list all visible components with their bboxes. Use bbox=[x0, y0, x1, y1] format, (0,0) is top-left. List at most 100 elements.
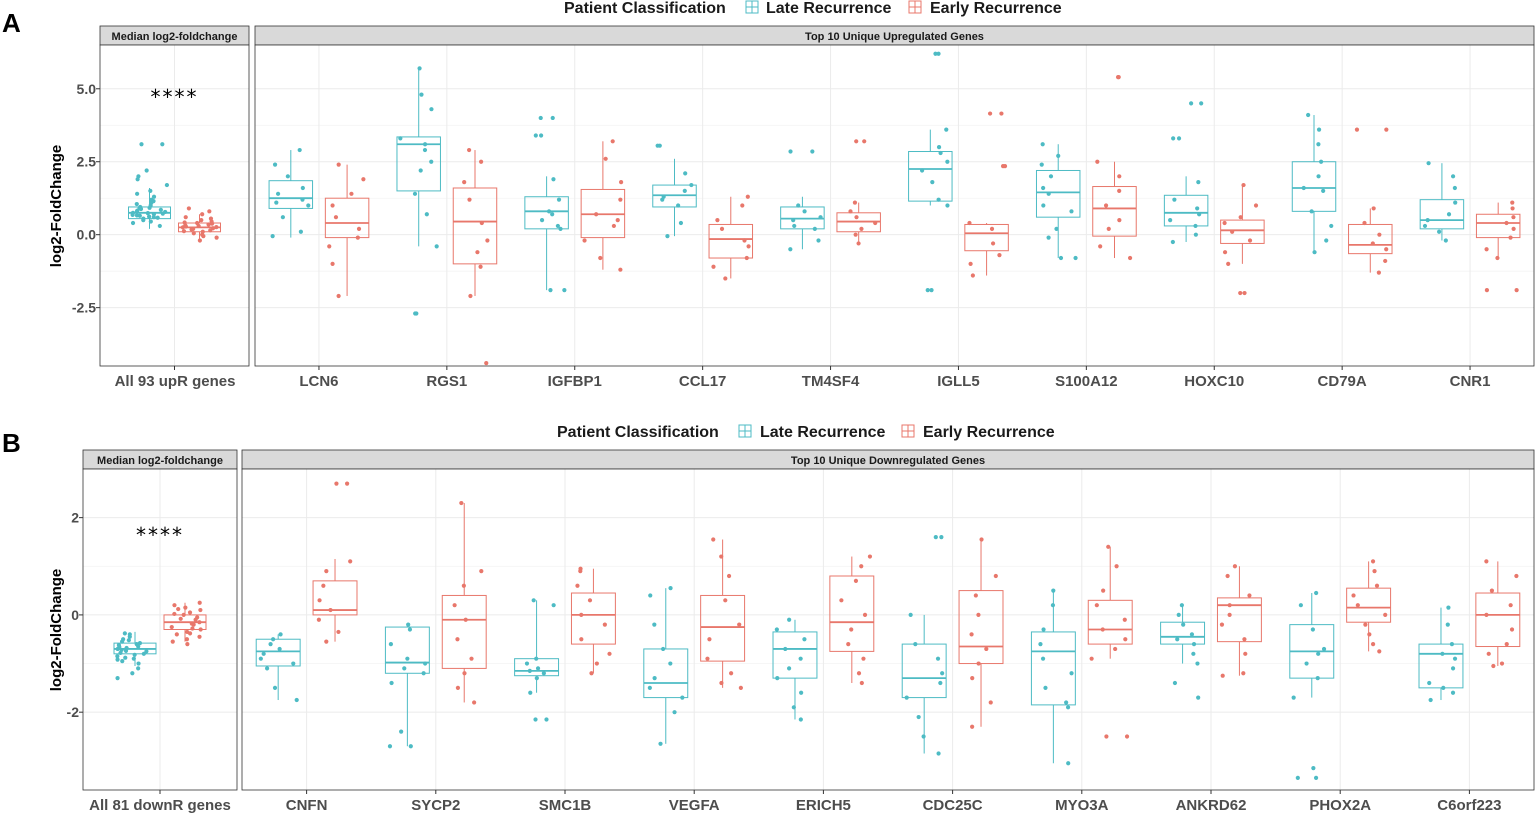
data-point bbox=[330, 261, 335, 266]
data-point bbox=[1514, 288, 1519, 293]
gene-box-early bbox=[1092, 75, 1137, 261]
box-body bbox=[1346, 587, 1392, 623]
legend-label-late: Late Recurrence bbox=[766, 0, 891, 17]
data-point bbox=[189, 621, 194, 626]
summary-box-late bbox=[113, 631, 157, 681]
data-point bbox=[193, 617, 198, 622]
data-point bbox=[555, 223, 560, 229]
data-point bbox=[1312, 250, 1317, 255]
data-point bbox=[434, 244, 439, 249]
data-point bbox=[120, 659, 125, 664]
data-point bbox=[682, 188, 687, 194]
data-point bbox=[1499, 661, 1505, 666]
y-axis-ticks: -2 0 2 bbox=[67, 510, 83, 720]
data-point bbox=[1440, 651, 1445, 656]
data-point bbox=[138, 206, 144, 212]
data-point bbox=[575, 583, 580, 588]
data-point bbox=[1127, 255, 1133, 261]
x-tick-label: C6orf223 bbox=[1437, 797, 1501, 814]
data-point bbox=[463, 617, 468, 622]
data-point bbox=[136, 174, 141, 179]
data-point bbox=[324, 569, 329, 574]
data-point bbox=[683, 171, 688, 176]
data-point bbox=[412, 191, 418, 196]
genes-facet: Top 10 Unique Downregulated Genes bbox=[241, 449, 1535, 791]
data-point bbox=[944, 127, 949, 132]
data-point bbox=[1446, 605, 1451, 610]
data-point bbox=[1370, 241, 1375, 246]
data-point bbox=[1041, 203, 1046, 208]
data-point bbox=[1511, 226, 1516, 231]
panel-b: B Patient Classification Late Recurrence… bbox=[2, 424, 1535, 814]
significance-marker: **** bbox=[151, 85, 199, 109]
data-point bbox=[151, 212, 156, 217]
data-point bbox=[407, 627, 413, 632]
data-point bbox=[158, 207, 163, 212]
data-point bbox=[328, 607, 333, 613]
data-point bbox=[136, 666, 141, 671]
data-point bbox=[558, 226, 563, 231]
box-body bbox=[908, 151, 953, 202]
gene-box-late bbox=[1030, 588, 1076, 766]
data-point bbox=[324, 639, 329, 644]
data-point bbox=[859, 680, 864, 686]
data-point bbox=[1116, 75, 1121, 80]
data-point bbox=[1508, 603, 1513, 608]
gene-box-early bbox=[580, 139, 626, 272]
data-point bbox=[618, 180, 624, 185]
data-point bbox=[1452, 185, 1457, 191]
data-point bbox=[399, 729, 404, 734]
data-point bbox=[678, 220, 684, 226]
data-point bbox=[300, 197, 305, 202]
data-point bbox=[1355, 603, 1360, 608]
data-point bbox=[261, 651, 266, 656]
data-point bbox=[940, 671, 945, 676]
gene-box-late bbox=[1291, 112, 1337, 255]
data-point bbox=[1384, 247, 1389, 252]
data-point bbox=[1106, 226, 1111, 231]
box-body bbox=[1348, 223, 1393, 255]
gene-box-late bbox=[772, 617, 818, 722]
gene-box-late bbox=[901, 534, 947, 756]
box-body bbox=[772, 631, 818, 679]
data-point bbox=[657, 143, 662, 148]
x-tick-label: HOXC10 bbox=[1184, 373, 1244, 390]
data-point bbox=[1428, 697, 1433, 703]
data-point bbox=[1363, 622, 1368, 627]
panel-a: A Patient Classification Late Recurrence… bbox=[2, 0, 1535, 390]
data-point bbox=[647, 685, 652, 690]
data-point bbox=[1225, 573, 1230, 579]
data-point bbox=[1197, 212, 1202, 217]
data-point bbox=[275, 191, 281, 196]
data-point bbox=[729, 671, 734, 676]
data-point bbox=[1098, 244, 1103, 249]
data-point bbox=[1314, 590, 1319, 596]
data-point bbox=[1226, 261, 1231, 266]
gene-box-early bbox=[1087, 544, 1133, 739]
data-point bbox=[1046, 235, 1051, 240]
data-point bbox=[1486, 651, 1491, 656]
data-point bbox=[187, 631, 193, 636]
data-point bbox=[976, 612, 981, 618]
data-point bbox=[668, 661, 673, 666]
data-point bbox=[715, 217, 720, 223]
gene-box-early bbox=[1348, 127, 1393, 275]
data-point bbox=[117, 644, 122, 650]
data-point bbox=[1171, 136, 1176, 141]
gene-box-late bbox=[1418, 605, 1464, 703]
data-point bbox=[118, 650, 123, 655]
data-point bbox=[973, 593, 978, 598]
data-point bbox=[200, 212, 205, 217]
data-point bbox=[594, 212, 599, 217]
box-body bbox=[255, 638, 301, 667]
data-point bbox=[1069, 671, 1074, 676]
data-point bbox=[661, 646, 666, 652]
data-point bbox=[1065, 705, 1071, 710]
data-point bbox=[1051, 588, 1056, 593]
data-point bbox=[1449, 641, 1455, 647]
data-point bbox=[469, 656, 474, 661]
data-point bbox=[1321, 646, 1327, 652]
data-point bbox=[1504, 641, 1509, 647]
data-point bbox=[579, 637, 584, 642]
